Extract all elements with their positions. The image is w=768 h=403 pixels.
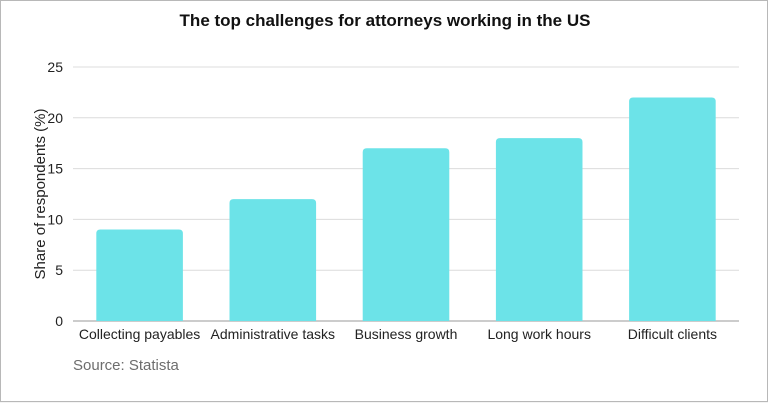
bar: [629, 97, 716, 321]
x-tick-label: Long work hours: [487, 326, 591, 342]
y-tick-label: 20: [47, 110, 63, 126]
bar: [96, 229, 183, 321]
source-note: Source: Statista: [73, 357, 179, 374]
x-tick-label: Collecting payables: [79, 326, 200, 342]
y-axis-label: Share of respondents (%): [32, 109, 49, 280]
bar: [229, 199, 317, 321]
x-tick-label: Business growth: [355, 326, 458, 342]
bar: [362, 148, 450, 321]
bar: [495, 138, 583, 321]
x-tick-label: Administrative tasks: [211, 326, 335, 342]
x-tick-label: Difficult clients: [628, 326, 717, 342]
chart-title: The top challenges for attorneys working…: [179, 11, 591, 30]
y-tick-label: 5: [55, 262, 63, 278]
y-tick-label: 0: [55, 313, 63, 329]
y-tick-label: 10: [47, 211, 63, 227]
y-tick-label: 25: [47, 59, 63, 75]
y-tick-label: 15: [47, 161, 63, 177]
